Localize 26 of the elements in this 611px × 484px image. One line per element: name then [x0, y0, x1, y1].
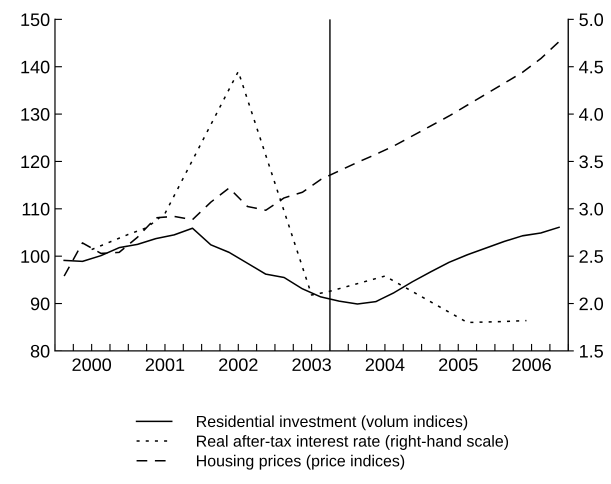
y2-tick-label: 3.5	[579, 155, 603, 168]
legend-label: Real after-tax interest rate (right-hand scale)	[196, 435, 508, 450]
y-tick-label: 130	[21, 108, 50, 121]
y2-tick-label: 4.0	[579, 108, 604, 121]
y2-tick-label: 3.0	[579, 202, 604, 216]
x-tick-label: 2003	[292, 358, 331, 372]
x-tick-label: 2005	[439, 358, 478, 372]
y2-tick-label: 5.0	[579, 13, 604, 26]
y-tick-label: 110	[22, 202, 50, 216]
y-tick-label: 100	[21, 250, 50, 263]
y2-tick-label: 4.5	[579, 60, 603, 74]
y-tick-label: 120	[21, 155, 50, 168]
x-tick-label: 2002	[219, 358, 258, 372]
y-tick-label: 140	[21, 60, 50, 74]
x-tick-label: 2000	[72, 358, 112, 372]
y-tick-label: 80	[30, 344, 50, 358]
y-tick-label: 90	[30, 297, 50, 310]
y2-tick-label: 2.5	[580, 250, 603, 263]
y2-tick-label: 2.0	[580, 297, 604, 310]
legend-label: Residential investment (volum indices)	[196, 415, 468, 430]
x-tick-label: 2001	[146, 358, 184, 372]
x-tick-label: 2004	[366, 358, 404, 372]
legend-label: Housing prices (price indices)	[196, 454, 404, 470]
y2-tick-label: 1.5	[580, 345, 603, 358]
y-tick-label: 150	[21, 13, 50, 26]
x-tick-label: 2006	[512, 358, 551, 372]
